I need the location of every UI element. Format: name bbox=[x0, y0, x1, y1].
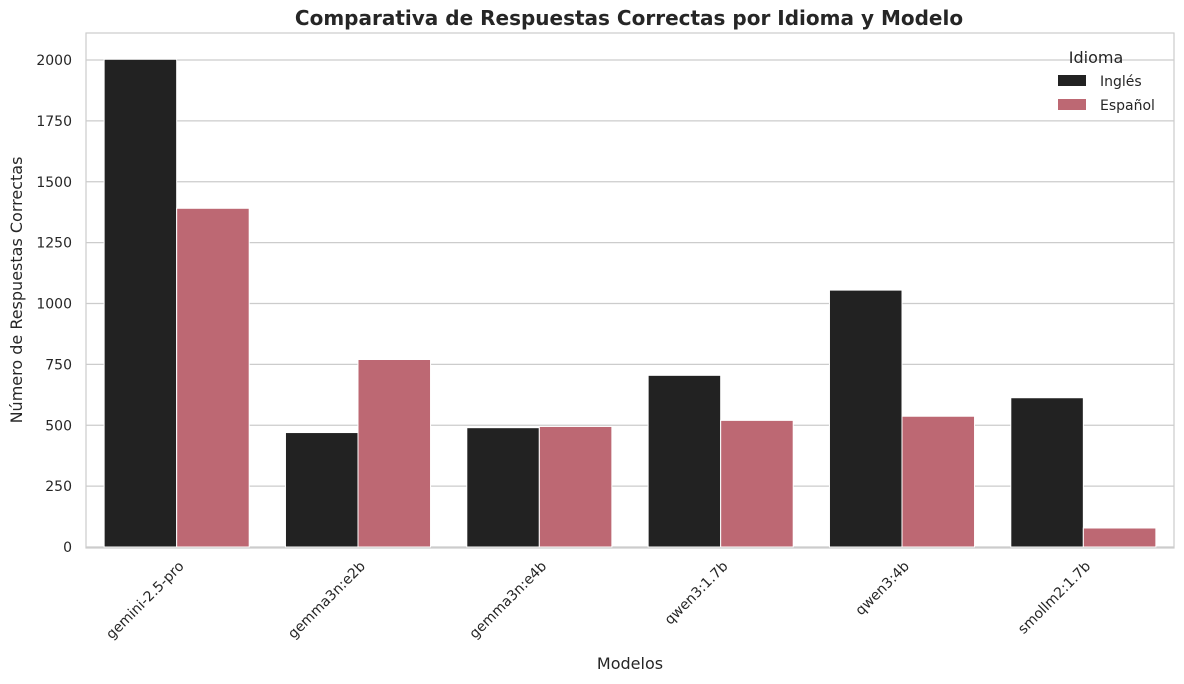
bars bbox=[103, 58, 1157, 548]
grid-lines bbox=[86, 59, 1174, 548]
x-axis-ticks: gemini-2.5-pro gemma3n:e2b gemma3n:e4b qwen… bbox=[103, 558, 1094, 642]
y-tick-label: 1750 bbox=[36, 114, 72, 130]
x-tick-label: gemma3n:e2b bbox=[285, 558, 369, 642]
legend-swatch bbox=[1058, 99, 1086, 110]
bar-español-3 bbox=[720, 419, 794, 548]
x-tick-label: gemma3n:e4b bbox=[467, 558, 551, 642]
bar-español-4 bbox=[901, 415, 976, 548]
bar-inglés-5 bbox=[1010, 397, 1084, 548]
bar-español-5 bbox=[1082, 527, 1157, 548]
plot-frame bbox=[85, 32, 1175, 549]
x-axis-label: Modelos bbox=[597, 654, 663, 673]
legend-title: Idioma bbox=[1069, 48, 1124, 67]
bar-inglés-2 bbox=[466, 427, 540, 548]
y-tick-label: 1500 bbox=[36, 175, 72, 191]
bar-español-2 bbox=[538, 425, 613, 548]
legend-swatch bbox=[1058, 75, 1086, 86]
y-tick-label: 2000 bbox=[36, 53, 72, 69]
bar-inglés-3 bbox=[647, 374, 722, 548]
y-tick-label: 0 bbox=[63, 540, 72, 556]
bar-español-1 bbox=[357, 359, 432, 548]
y-axis-label: Número de Respuestas Correctas bbox=[7, 157, 26, 424]
y-tick-label: 250 bbox=[45, 479, 72, 495]
y-tick-label: 1250 bbox=[36, 236, 72, 252]
x-tick-label: smollm2:1.7b bbox=[1015, 558, 1094, 637]
bar-español-0 bbox=[176, 207, 250, 548]
y-tick-label: 1000 bbox=[36, 297, 72, 313]
legend-label: Español bbox=[1100, 98, 1155, 114]
x-tick-label: gemini-2.5-pro bbox=[103, 559, 187, 643]
legend: Idioma Inglés Español bbox=[1058, 48, 1155, 114]
bar-inglés-1 bbox=[284, 432, 359, 548]
bar-inglés-4 bbox=[828, 289, 903, 548]
y-tick-label: 750 bbox=[45, 357, 72, 373]
y-axis-ticks: 0 250 500 750 1000 1250 1500 1750 2000 bbox=[36, 53, 72, 556]
bar-inglés-0 bbox=[103, 58, 178, 548]
x-tick-label: qwen3:4b bbox=[853, 558, 913, 618]
y-tick-label: 500 bbox=[45, 418, 72, 434]
x-tick-label: qwen3:1.7b bbox=[662, 558, 732, 628]
legend-label: Inglés bbox=[1100, 74, 1142, 90]
chart-title: Comparativa de Respuestas Correctas por … bbox=[295, 6, 963, 30]
